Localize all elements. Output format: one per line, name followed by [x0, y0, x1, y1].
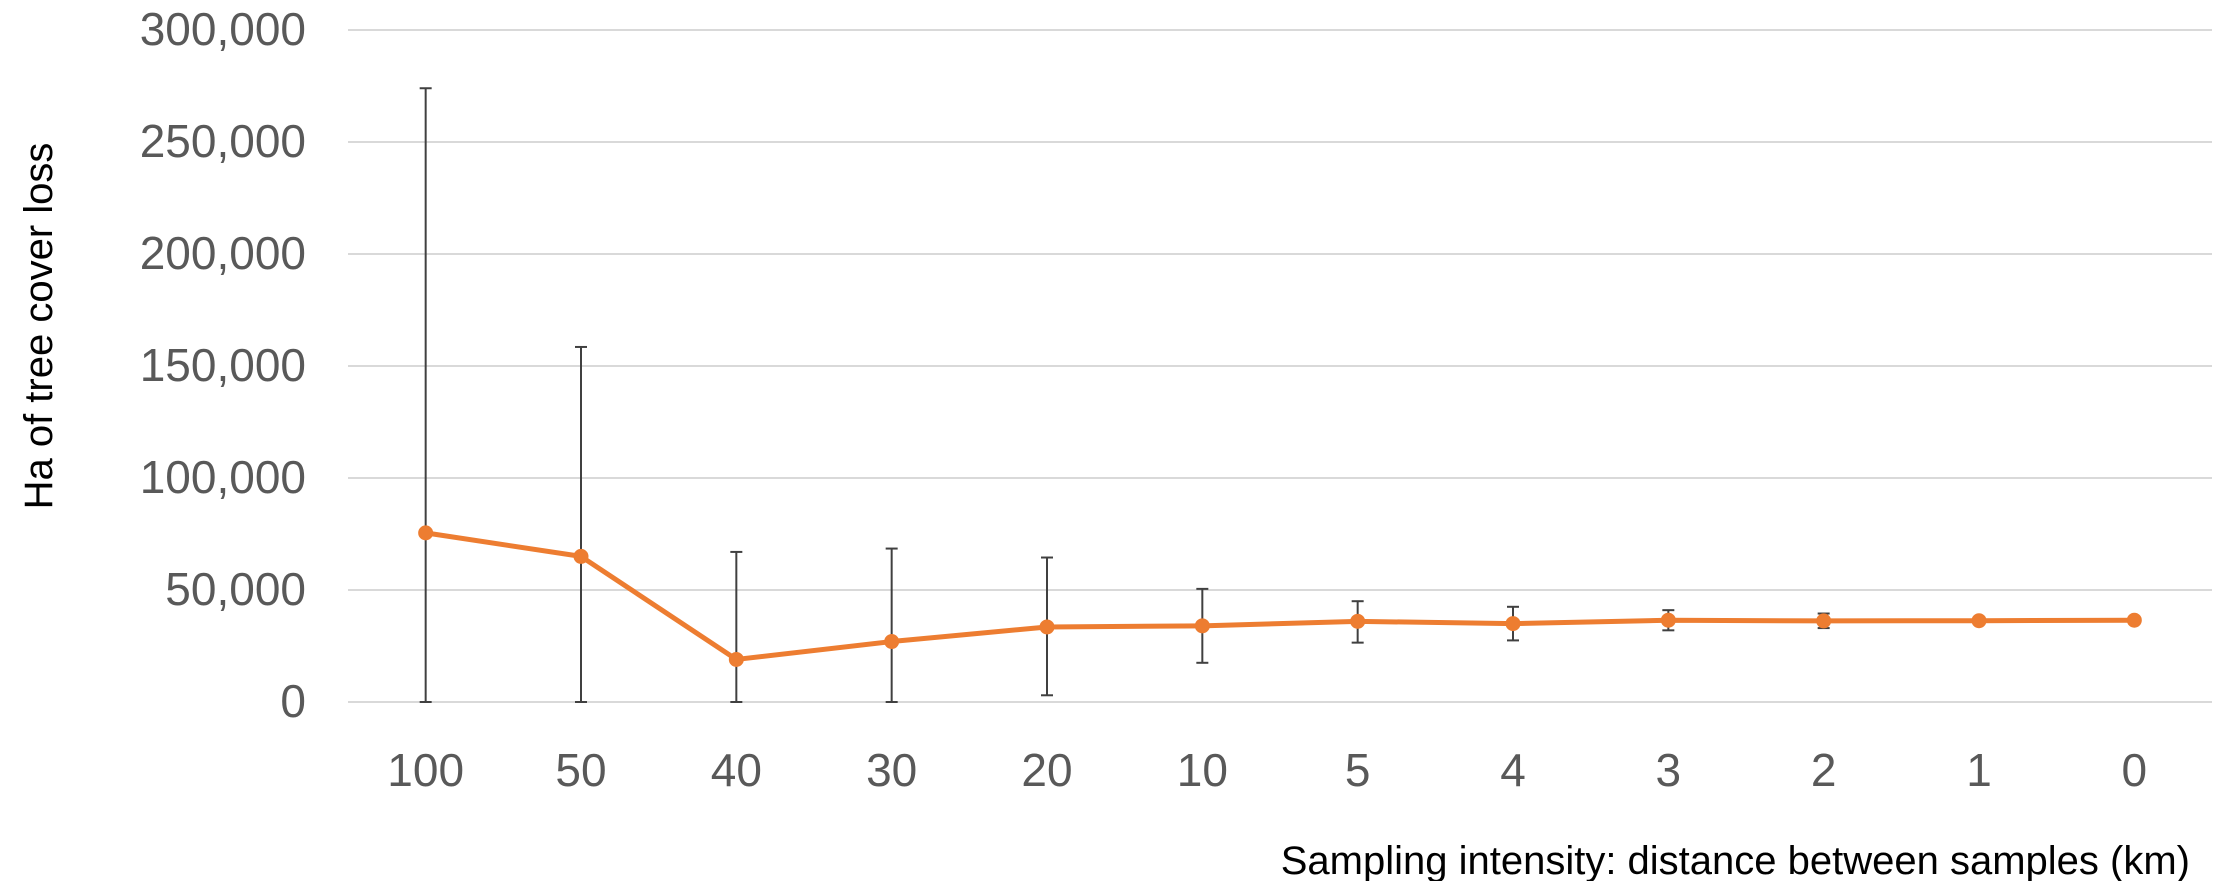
series-line-0 [423, 530, 2137, 662]
x-tick-label: 4 [1500, 744, 1526, 796]
y-tick-label: 50,000 [165, 563, 306, 615]
y-tick-label: 0 [280, 675, 306, 727]
data-point [884, 634, 900, 650]
series-line-layer [423, 530, 2137, 662]
x-tick-label: 10 [1177, 744, 1228, 796]
y-tick-label: 250,000 [140, 115, 306, 167]
data-point [728, 651, 744, 667]
x-tick-label: 30 [866, 744, 917, 796]
x-tick-label: 100 [387, 744, 464, 796]
data-point [2126, 612, 2142, 628]
y-tick-label: 150,000 [140, 339, 306, 391]
x-tick-label: 50 [555, 744, 606, 796]
y-tick-label: 200,000 [140, 227, 306, 279]
y-tick-label: 100,000 [140, 451, 306, 503]
data-point [1194, 618, 1210, 634]
x-tick-label: 0 [2122, 744, 2148, 796]
error-bars [419, 87, 1830, 703]
data-point [573, 548, 589, 564]
y-axis-label: Ha of tree cover loss [17, 143, 61, 510]
data-point [1660, 612, 1676, 628]
y-tick-label: 300,000 [140, 3, 306, 55]
x-tick-label: 20 [1021, 744, 1072, 796]
x-tick-label: 5 [1345, 744, 1371, 796]
x-tick-label: 3 [1656, 744, 1682, 796]
error-bar [419, 87, 432, 703]
data-point [1816, 613, 1832, 629]
x-tick-label: 40 [711, 744, 762, 796]
error-bar [575, 345, 587, 703]
data-point [1039, 619, 1055, 635]
x-tick-label: 2 [1811, 744, 1837, 796]
error-bar [885, 547, 898, 703]
data-point [1350, 613, 1366, 629]
data-point [1971, 613, 1987, 629]
data-points [418, 525, 2142, 667]
y-tick-labels: 0 50,000 100,000 150,000 200,000 250,000 300,0… [140, 3, 306, 727]
gridlines [348, 29, 2212, 703]
x-axis-label: Sampling intensity: distance between sam… [1281, 839, 2190, 881]
x-tick-labels: 100 50 40 30 20 10 5 4 3 2 1 0 [387, 744, 2147, 796]
x-tick-label: 1 [1966, 744, 1992, 796]
data-point [418, 525, 434, 541]
data-point [1505, 616, 1521, 632]
error-bar [730, 550, 743, 703]
